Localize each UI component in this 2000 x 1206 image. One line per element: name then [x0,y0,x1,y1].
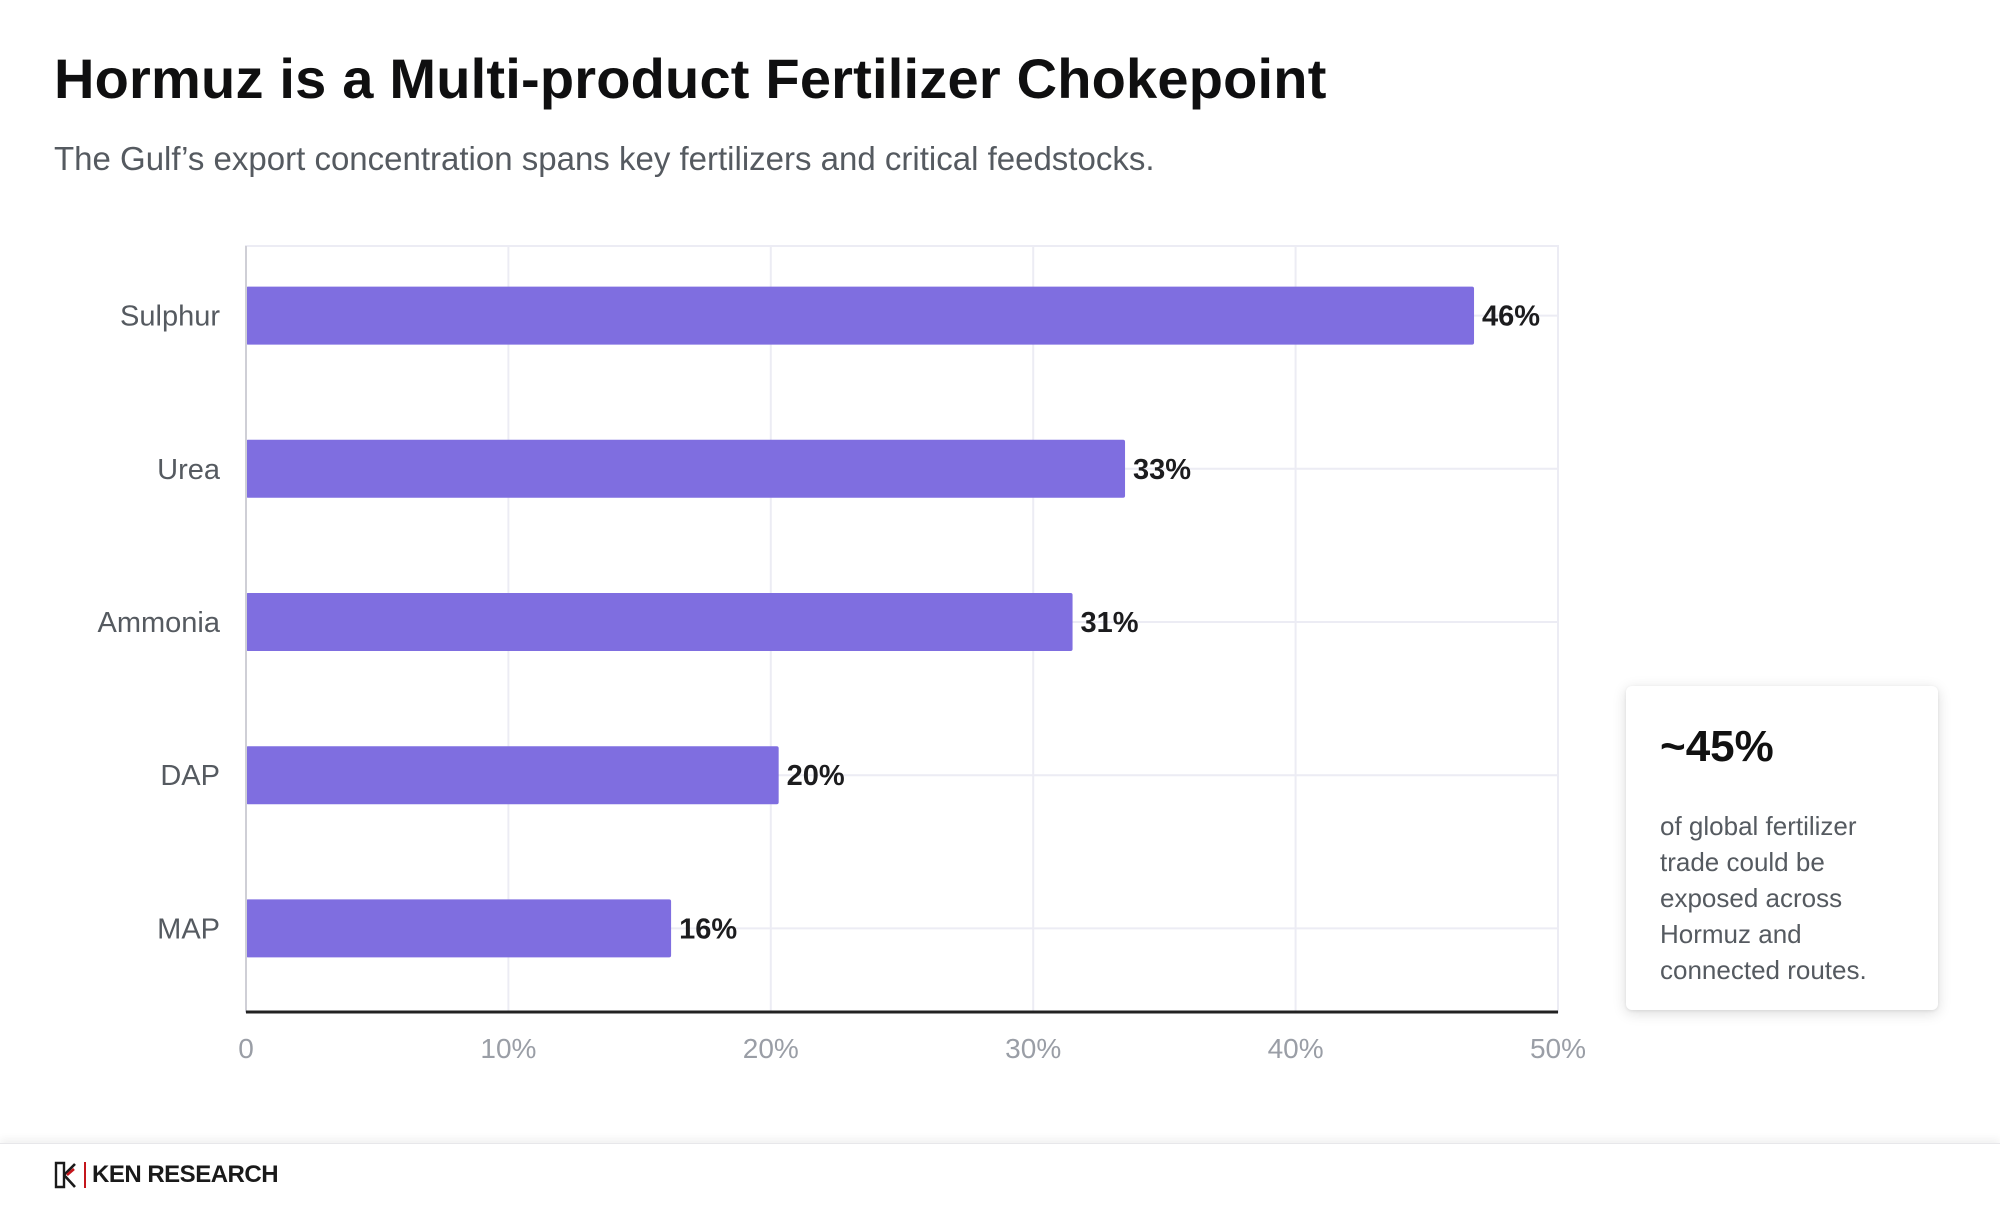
callout-text: of global fertilizer trade could be expo… [1660,811,1867,985]
bar [246,593,1073,651]
logo-separator [84,1162,86,1188]
bar-chart: Sulphur Urea Ammonia DAP MAP 46% 33% 31% 20% 16%… [98,245,1586,1064]
value-label: 31% [1081,607,1139,639]
logo-mark-icon [54,1161,76,1189]
bar [246,286,1475,345]
category-label: Sulphur [120,301,220,333]
value-label: 20% [787,760,845,792]
x-tick-label: 10% [480,1033,536,1064]
category-label: MAP [157,913,220,945]
ken-research-logo: KEN RESEARCH [54,1160,279,1190]
page-subtitle: The Gulf’s export concentration spans ke… [54,140,1155,177]
x-tick-labels: 0 10% 20% 30% 40% 50% [238,1033,1586,1064]
category-label: Ammonia [98,607,221,639]
x-tick-label: 0 [238,1033,254,1064]
page-title: Hormuz is a Multi-product Fertilizer Cho… [54,47,1327,110]
bar [246,439,1126,498]
logo-text: KEN RESEARCH [92,1161,279,1188]
value-labels: 46% 33% 31% 20% 16% [679,301,1540,946]
value-label: 16% [679,913,737,945]
x-tick-label: 30% [1005,1033,1061,1064]
callout-card: ~45% of global fertilizer trade could be… [1626,686,1938,1010]
value-label: 33% [1133,454,1191,486]
category-labels: Sulphur Urea Ammonia DAP MAP [98,301,221,946]
x-tick-label: 50% [1530,1033,1586,1064]
value-label: 46% [1482,301,1540,333]
x-tick-label: 20% [743,1033,799,1064]
category-label: Urea [157,454,221,486]
footer: KEN RESEARCH [0,1143,2000,1206]
x-tick-label: 40% [1268,1033,1324,1064]
bar [246,746,779,805]
bars [246,286,1475,958]
callout-value: ~45% [1660,722,1774,771]
category-label: DAP [160,760,220,792]
bar [246,899,672,958]
